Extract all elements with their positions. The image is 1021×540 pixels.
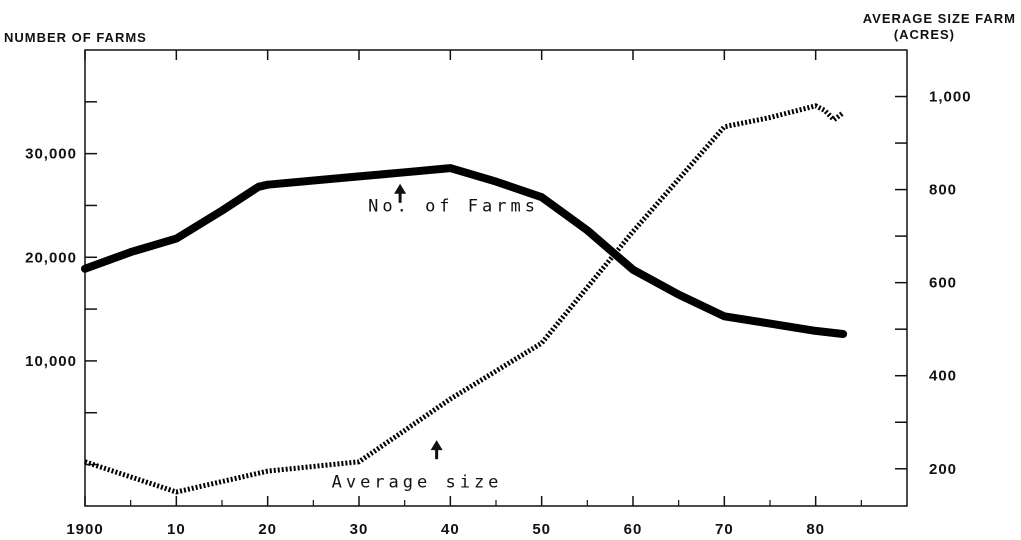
plot-frame	[84, 49, 908, 507]
series-line-number-of-farms	[81, 164, 848, 338]
x-tick-label: 60	[624, 521, 643, 538]
annotation-label: No. of Farms	[368, 197, 539, 217]
plot-marks: 1900 10 20 30 40 50 60 70 80 10,000 20,000 30,000 20…	[25, 50, 971, 538]
x-tick-label: 20	[258, 521, 277, 538]
x-tick-label: 30	[350, 521, 369, 538]
y-right-tick-label: 600	[929, 275, 957, 292]
y-left-tick-label: 20,000	[25, 249, 77, 266]
annotation-label: Average size	[332, 472, 503, 492]
x-tick-label: 1900	[66, 521, 103, 538]
annotation-arrow-head	[430, 440, 443, 451]
y-right-tick-label: 200	[929, 461, 957, 478]
right-axis-title: AVERAGE SIZE FARM	[863, 11, 1016, 26]
y-right-tick-label: 400	[929, 368, 957, 385]
x-tick-label: 50	[532, 521, 551, 538]
x-tick-label: 70	[715, 521, 734, 538]
y-right-tick-label: 1,000	[929, 89, 972, 106]
x-tick-label: 40	[441, 521, 460, 538]
y-right-tick-label: 800	[929, 182, 957, 199]
y-left-tick-label: 10,000	[25, 353, 77, 370]
left-axis-title: NUMBER OF FARMS	[4, 30, 147, 45]
annotation-arrow-head	[394, 183, 407, 194]
x-tick-label: 80	[806, 521, 825, 538]
series-line-average-size	[84, 103, 845, 495]
x-tick-label: 10	[167, 521, 186, 538]
right-axis-title-unit: (ACRES)	[894, 27, 955, 42]
y-left-tick-label: 30,000	[25, 146, 77, 163]
